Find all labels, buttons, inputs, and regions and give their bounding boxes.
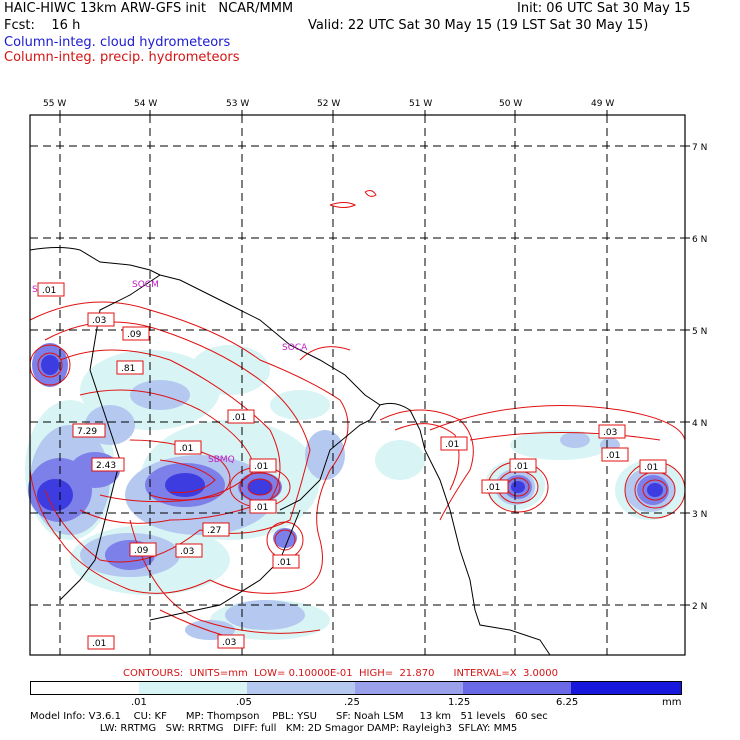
lat-label: 2 N (692, 602, 707, 612)
lon-label: 52 W (317, 99, 340, 109)
coastline (29, 247, 551, 656)
contour-label: .03 (180, 547, 194, 557)
model-title: HAIC-HIWC 13km ARW-GFS init NCAR/MMM (4, 1, 294, 16)
contour-label: .03 (222, 638, 236, 648)
contour-label: .01 (254, 503, 268, 513)
colorbar-segment (139, 682, 247, 694)
contour-label: .01 (514, 462, 528, 472)
lat-label: 7 N (692, 143, 707, 153)
contour-label: .01 (445, 440, 459, 450)
contour-label: .09 (134, 546, 149, 556)
contour-label: .03 (603, 428, 617, 438)
longitude-labels: 55 W 54 W 53 W 52 W 51 W 50 W 49 W (43, 99, 614, 109)
lon-label: 51 W (409, 99, 432, 109)
lat-label: 3 N (692, 510, 707, 520)
contour-label-box (87, 312, 115, 327)
map-frame (29, 114, 686, 656)
contour-label: .81 (121, 364, 135, 374)
lat-label: 6 N (692, 235, 707, 245)
contour-label-box (91, 457, 125, 472)
colorbar-segment (463, 682, 571, 694)
contour-label-box (129, 542, 157, 557)
lat-label: 5 N (692, 327, 707, 337)
contour-label-box (116, 360, 144, 375)
contour-labels: .01 .03 .09 .81 .01 7.29 .01 2.43 .01 .01 .27 .09 .0… (37, 282, 667, 650)
contour-label: .01 (179, 444, 193, 454)
contour-label-box (174, 440, 202, 455)
contour-label: .01 (232, 413, 246, 423)
contour-label-box (175, 543, 203, 558)
contour-label-box (601, 447, 629, 462)
lon-label: 50 W (499, 99, 522, 109)
contour-label-box (639, 459, 667, 474)
place-label: SBMQ (208, 455, 235, 465)
contour-label: .01 (92, 639, 106, 649)
colorbar-segment (355, 682, 463, 694)
contour-label: .01 (486, 483, 500, 493)
colorbar-segment (31, 682, 139, 694)
colorbar-tick: 6.25 (556, 697, 579, 708)
lon-label: 49 W (591, 99, 614, 109)
colorbar-tick: .01 (131, 697, 147, 708)
contour-label-box (249, 499, 277, 514)
model-info-line1: Model Info: V3.6.1 CU: KF MP: Thompson P… (30, 711, 548, 722)
precip-contours (29, 190, 686, 641)
contour-label: .01 (606, 451, 620, 461)
contour-label: .01 (254, 462, 268, 472)
contour-label: .03 (92, 316, 106, 326)
contour-label: .01 (42, 286, 56, 296)
valid-time: Valid: 22 UTC Sat 30 May 15 (19 LST Sat … (308, 18, 649, 33)
contour-label-box (598, 424, 626, 439)
model-info-line2: LW: RRTMG SW: RRTMG DIFF: full KM: 2D Sm… (30, 723, 518, 734)
contour-label-box (272, 554, 300, 569)
contour-label-box (227, 409, 255, 424)
contour-label-box (249, 458, 277, 473)
contour-label: .01 (277, 558, 291, 568)
contour-label-box (217, 634, 245, 649)
frame-ticks (59, 110, 690, 606)
contour-label-box (87, 635, 115, 650)
contour-label: .01 (644, 463, 658, 473)
colorbar-tick: .05 (236, 697, 252, 708)
colorbar-unit: mm (662, 697, 682, 708)
place-label: SOCM (132, 280, 159, 290)
contour-label-box (509, 458, 537, 473)
contour-label: 2.43 (96, 461, 116, 471)
contour-label: 7.29 (77, 427, 97, 437)
lon-label: 54 W (134, 99, 157, 109)
colorbar-tick: 1.25 (448, 697, 471, 708)
init-time: Init: 06 UTC Sat 30 May 15 (517, 1, 691, 16)
contour-label-box (122, 326, 150, 341)
lon-label: 55 W (43, 99, 66, 109)
contour-label-box (72, 423, 106, 438)
colorbar-segment (247, 682, 355, 694)
colorbar (30, 681, 682, 695)
contour-label-box (481, 479, 509, 494)
colorbar-segment (571, 682, 681, 694)
lon-label: 53 W (226, 99, 249, 109)
contour-label: .27 (207, 526, 221, 536)
legend-cloud-hydrometeors: Column-integ. cloud hydrometeors (4, 35, 231, 50)
contour-label: .09 (127, 330, 142, 340)
contour-label-box (440, 436, 468, 451)
colorbar-tick: .25 (344, 697, 360, 708)
place-label: SOCA (282, 343, 308, 353)
forecast-hour: Fcst: 16 h (4, 18, 81, 33)
contours-info: CONTOURS: UNITS=mm LOW= 0.10000E-01 HIGH… (123, 668, 558, 679)
cloud-shading (25, 343, 685, 640)
legend-precip-hydrometeors: Column-integ. precip. hydrometeors (4, 50, 240, 65)
contour-label-box (37, 282, 65, 297)
contour-label-box (202, 522, 230, 537)
lat-label: 4 N (692, 419, 707, 429)
latitude-labels: 7 N 6 N 5 N 4 N 3 N 2 N (692, 143, 707, 612)
